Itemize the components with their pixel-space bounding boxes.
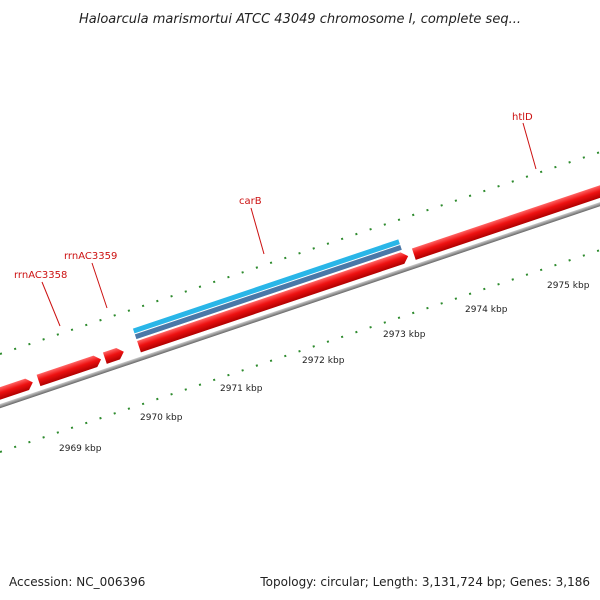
chromosome-backbone xyxy=(0,196,600,411)
scale-label-2973: 2973 kbp xyxy=(383,330,426,340)
gene-label-rrnAC3358: rrnAC3358 xyxy=(14,270,67,281)
gene-arrow-rrnAC3359[interactable] xyxy=(102,346,126,364)
scale-label-2972: 2972 kbp xyxy=(302,356,345,366)
scale-label-2971: 2971 kbp xyxy=(220,384,263,394)
accession-text: Accession: NC_006396 xyxy=(9,575,145,589)
gene-bar-carB-dark[interactable] xyxy=(134,245,402,340)
gene-label-rrnAC3359: rrnAC3359 xyxy=(64,251,117,262)
sequence-track xyxy=(0,178,600,411)
gene-arrow-rrnAC3358[interactable] xyxy=(36,354,103,387)
leader-htlD xyxy=(522,122,537,170)
scale-label-2970: 2970 kbp xyxy=(140,413,183,423)
topology-summary-text: Topology: circular; Length: 3,131,724 bp… xyxy=(259,575,590,589)
gene-arrow-carB-host[interactable] xyxy=(137,250,410,353)
gene-arrow-rrnAC3358-block[interactable] xyxy=(0,377,35,404)
gene-label-carB: carB xyxy=(239,196,262,207)
gene-arrow-htlD[interactable] xyxy=(411,178,600,260)
scale-label-2969: 2969 kbp xyxy=(59,444,102,454)
inner-tick-ring xyxy=(0,246,600,453)
leader-rrnAC3358 xyxy=(41,281,61,327)
outer-tick-ring xyxy=(0,148,600,355)
map-title: Haloarcula marismortui ATCC 43049 chromo… xyxy=(79,12,521,27)
scale-label-2974: 2974 kbp xyxy=(465,305,508,315)
gene-bar-carB-light[interactable] xyxy=(132,239,400,334)
leader-rrnAC3359 xyxy=(91,262,108,309)
leader-carB xyxy=(250,207,265,255)
scale-label-2975: 2975 kbp xyxy=(547,281,590,291)
gene-label-htlD: htlD xyxy=(512,112,533,123)
